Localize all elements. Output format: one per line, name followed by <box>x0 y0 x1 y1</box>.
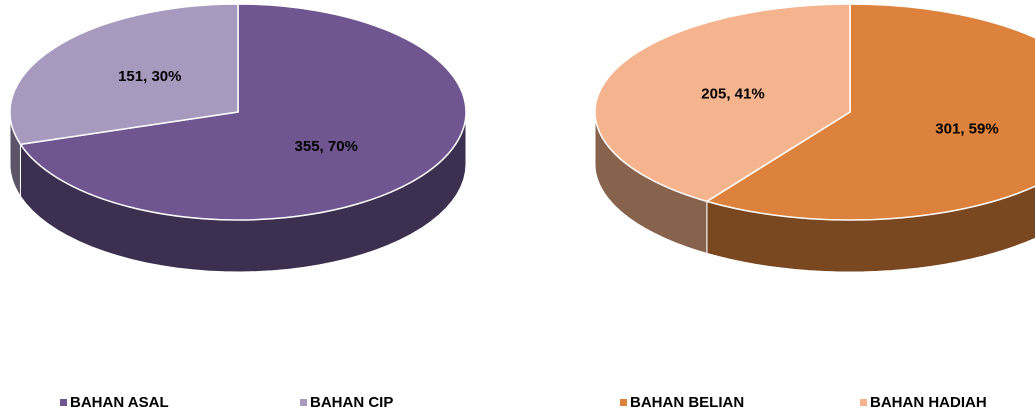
legend-label: BAHAN HADIAH <box>870 394 987 411</box>
pie-slice <box>705 3 1035 221</box>
legend-swatch <box>300 399 307 406</box>
legend-label: BAHAN ASAL <box>70 394 169 411</box>
data-label: 355, 70% <box>295 138 358 155</box>
data-label: 205, 41% <box>701 86 764 103</box>
legend-label: BAHAN CIP <box>310 394 393 411</box>
data-label: 151, 30% <box>118 68 181 85</box>
legend-swatch <box>860 399 867 406</box>
legend-swatch <box>60 399 67 406</box>
legend-label: BAHAN BELIAN <box>630 394 744 411</box>
pie-slice <box>594 3 851 203</box>
pie-slice <box>19 3 467 221</box>
pie-slice <box>9 3 239 146</box>
data-label: 301, 59% <box>935 120 998 137</box>
legend-swatch <box>620 399 627 406</box>
